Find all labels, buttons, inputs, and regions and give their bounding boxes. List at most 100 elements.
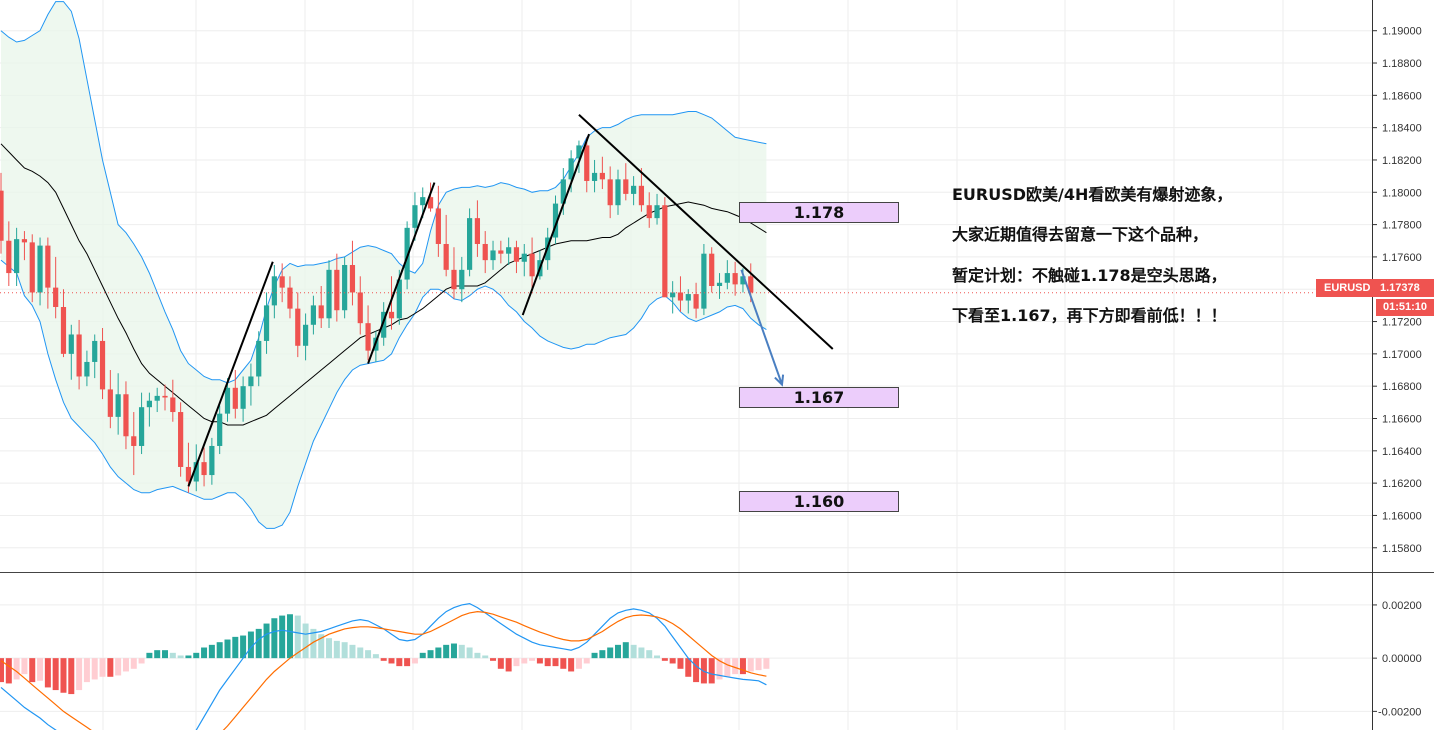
trendline <box>187 261 274 487</box>
annotation-line-3: 暂定计划：不触碰1.178是空头思路， <box>952 266 1227 285</box>
macd-histogram-bar <box>490 658 497 661</box>
price-axis[interactable]: 1.19000 1.18800 1.18600 1.18400 1.18200 1.180… <box>1372 0 1422 730</box>
candle <box>107 370 113 429</box>
candle-body <box>427 197 434 209</box>
candle-body <box>342 264 348 311</box>
candle <box>716 273 723 299</box>
price-tick-label: 1.17600 <box>1382 252 1422 264</box>
macd-axis[interactable]: 0.00200 0.00000 -0.00200 <box>1372 600 1422 718</box>
candle-body <box>560 179 566 204</box>
macd-histogram-bar <box>560 658 567 669</box>
macd-histogram-bar <box>505 658 512 672</box>
level-box-1178[interactable]: 1.178 <box>739 202 899 223</box>
price-tick-label: 1.18800 <box>1382 58 1422 70</box>
candle <box>68 324 74 380</box>
macd-histogram-bar <box>83 658 90 683</box>
candle-body <box>21 239 28 243</box>
candle <box>654 193 660 225</box>
candle <box>0 172 4 254</box>
level-box-1167[interactable]: 1.167 <box>739 387 899 408</box>
candle-body <box>68 334 74 354</box>
trendlines[interactable] <box>187 113 834 487</box>
candle-body <box>256 340 262 377</box>
candle <box>92 334 98 379</box>
candle-body <box>185 466 192 482</box>
price-tick-label: 1.18400 <box>1382 123 1422 135</box>
candle <box>459 256 465 303</box>
trendline <box>521 133 591 316</box>
macd-histogram-bar <box>755 658 762 671</box>
candle-body <box>646 205 652 219</box>
macd-histogram-bar <box>271 618 278 659</box>
macd-histogram-bar <box>294 615 301 659</box>
candle-body <box>178 412 184 467</box>
macd-histogram-bar <box>333 640 340 659</box>
macd-histogram-bar <box>396 658 403 667</box>
macd-histogram-bar <box>380 658 387 661</box>
candle-body <box>271 276 277 306</box>
trendline <box>578 113 834 350</box>
candle <box>334 253 340 322</box>
candle-body <box>482 243 488 261</box>
bollinger-band-fill <box>1 1 767 529</box>
candle <box>138 392 145 455</box>
macd-histogram-bar <box>107 658 114 677</box>
candle <box>60 289 67 358</box>
macd-histogram-bar <box>739 658 746 675</box>
level-box-1160[interactable]: 1.160 <box>739 491 899 512</box>
macd-histogram-bar <box>240 635 247 659</box>
candle <box>529 237 535 290</box>
candle-body <box>193 462 199 482</box>
candle <box>240 376 246 422</box>
candle-body <box>170 397 176 413</box>
candle-body <box>420 197 426 206</box>
candle <box>490 240 496 270</box>
candle-body <box>0 190 4 241</box>
price-tick-label: 1.18200 <box>1382 155 1422 167</box>
candle <box>451 247 457 299</box>
candle-body <box>693 294 699 309</box>
current-price-badge: EURUSD 1.17378 <box>1316 279 1434 297</box>
macd-histogram-bar <box>99 658 106 677</box>
macd-histogram-bar <box>255 628 262 659</box>
macd-histogram-bar <box>443 644 450 659</box>
macd-histogram-bar <box>654 655 661 659</box>
macd-histogram-bar <box>669 658 676 664</box>
candle-body <box>279 276 285 288</box>
candle-body <box>740 276 746 285</box>
candle-body <box>404 227 410 280</box>
candle-body <box>349 264 356 293</box>
macd-histogram-bar <box>411 658 418 664</box>
macd-histogram-bar <box>693 658 700 683</box>
candle-body <box>131 436 137 446</box>
bollinger-upper-line <box>0 1 767 384</box>
candle-body <box>591 172 598 181</box>
candle-body <box>263 305 270 341</box>
candle-body <box>552 203 559 238</box>
macd-histogram-bar <box>583 658 590 664</box>
macd-histogram-bar <box>130 658 137 669</box>
candle <box>615 169 621 215</box>
macd-histogram-bar <box>193 652 200 659</box>
macd-histogram-bar <box>482 655 489 659</box>
macd-histogram-bar <box>630 644 637 659</box>
macd-histogram-bar <box>747 658 754 672</box>
macd-histogram-bar <box>0 658 4 683</box>
candle-body <box>53 287 59 308</box>
candle-body <box>381 311 387 338</box>
candle <box>599 156 605 190</box>
candle <box>342 256 348 319</box>
candle <box>271 264 277 319</box>
macd-histogram-bar <box>232 636 239 659</box>
macd-histogram-bar <box>466 647 473 659</box>
macd-histogram-bar <box>607 647 614 659</box>
macd-histogram-bar <box>388 658 395 664</box>
annotation-line-1: EURUSD欧美/4H看欧美有爆射迹象， <box>952 185 1233 204</box>
macd-histogram-bar <box>302 623 309 659</box>
candle <box>709 247 715 293</box>
candle-body <box>248 376 254 387</box>
candle-body <box>318 305 324 319</box>
candle-body <box>154 395 160 401</box>
